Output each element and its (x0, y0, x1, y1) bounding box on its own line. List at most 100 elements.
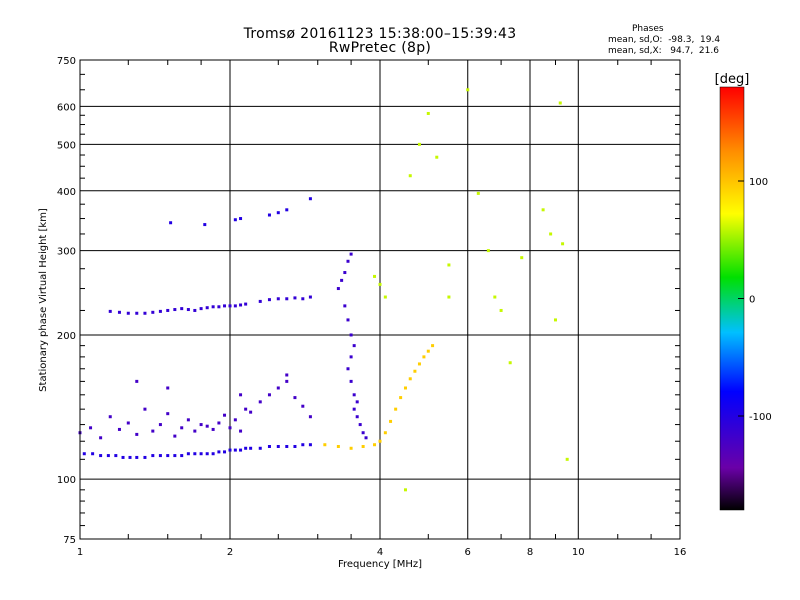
data-point (99, 436, 103, 440)
y-tick-label: 400 (57, 187, 76, 198)
data-point (486, 249, 490, 253)
data-point (378, 282, 382, 286)
data-point (553, 318, 557, 322)
data-point (413, 369, 417, 373)
x-tick-label: 2 (227, 547, 233, 558)
data-point (361, 444, 365, 448)
data-point (199, 307, 203, 311)
data-point (346, 259, 350, 263)
data-point (186, 308, 190, 312)
data-point (239, 429, 243, 433)
grid-lines (79, 60, 681, 539)
data-point (349, 333, 353, 337)
axis-ticks (80, 60, 680, 539)
data-point (135, 432, 139, 436)
colorbar-tick-label: -100 (749, 412, 772, 423)
x-tick-label: 10 (572, 547, 585, 558)
data-point (244, 407, 248, 411)
phases-heading: Phases (632, 24, 664, 34)
data-point (378, 439, 382, 443)
data-point (561, 242, 565, 246)
data-point (166, 386, 170, 390)
data-point (180, 426, 184, 430)
data-point (186, 452, 190, 456)
data-point (143, 407, 147, 411)
data-point (276, 444, 280, 448)
colorbar-ticks: 100 0 -100 (738, 177, 772, 423)
data-point (336, 287, 340, 291)
data-point (108, 415, 112, 419)
data-point (389, 419, 393, 423)
data-point (249, 446, 253, 450)
data-point (408, 174, 412, 178)
data-point (466, 88, 470, 92)
data-point (301, 297, 305, 301)
data-point (447, 263, 451, 267)
data-point (349, 355, 353, 359)
data-point (158, 423, 162, 427)
data-point (211, 452, 215, 456)
data-point (408, 377, 412, 381)
data-point (217, 450, 221, 454)
data-point (223, 304, 227, 308)
data-point (135, 311, 139, 315)
x-tick-label: 6 (465, 547, 471, 558)
data-point (352, 393, 356, 397)
data-point (336, 444, 340, 448)
data-point (117, 427, 121, 431)
data-point (239, 448, 243, 452)
data-point (493, 295, 497, 299)
phase-stats-x: mean, sd,X: 94.7, 21.6 (608, 46, 719, 56)
data-point (349, 252, 353, 256)
data-point (173, 454, 177, 458)
data-point (233, 448, 237, 452)
data-point (435, 155, 439, 159)
data-point (343, 271, 347, 275)
data-point (285, 373, 289, 377)
data-point (121, 455, 125, 459)
data-point (267, 393, 271, 397)
data-point (426, 111, 430, 115)
data-point (135, 455, 139, 459)
data-point (228, 304, 232, 308)
data-point (285, 379, 289, 383)
data-point (126, 421, 130, 425)
data-point (558, 101, 562, 105)
data-point (239, 217, 243, 221)
data-point (346, 318, 350, 322)
data-point (143, 311, 147, 315)
data-point (166, 412, 170, 416)
data-point (403, 488, 407, 492)
chart-title: Tromsø 20161123 15:38:00–15:39:43 (243, 26, 517, 42)
data-point (323, 443, 327, 447)
data-point (205, 424, 209, 428)
data-point (520, 256, 524, 260)
data-point (217, 305, 221, 309)
data-point (223, 450, 227, 454)
data-point (166, 454, 170, 458)
data-point (173, 434, 177, 438)
data-point (343, 304, 347, 308)
data-point (301, 404, 305, 408)
data-point (106, 454, 110, 458)
data-point (352, 407, 356, 411)
data-point (355, 400, 359, 404)
y-tick-label: 100 (57, 475, 76, 486)
data-point (285, 444, 289, 448)
data-point (169, 221, 173, 225)
data-point (199, 423, 203, 427)
data-points (78, 88, 569, 492)
data-point (383, 295, 387, 299)
data-point (285, 208, 289, 212)
data-point (211, 427, 215, 431)
data-point (349, 379, 353, 383)
chart-subtitle: RwPretec (8p) (328, 40, 432, 56)
data-point (267, 213, 271, 217)
data-point (355, 415, 359, 419)
data-point (373, 443, 377, 447)
data-point (301, 443, 305, 447)
data-point (417, 142, 421, 146)
data-point (549, 232, 553, 236)
data-point (143, 455, 147, 459)
data-point (89, 426, 93, 430)
